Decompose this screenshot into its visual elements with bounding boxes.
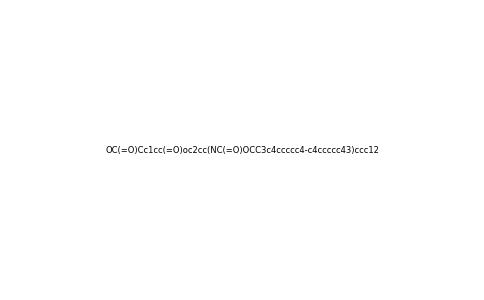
Text: OC(=O)Cc1cc(=O)oc2cc(NC(=O)OCC3c4ccccc4-c4ccccc43)ccc12: OC(=O)Cc1cc(=O)oc2cc(NC(=O)OCC3c4ccccc4-… xyxy=(105,146,379,154)
